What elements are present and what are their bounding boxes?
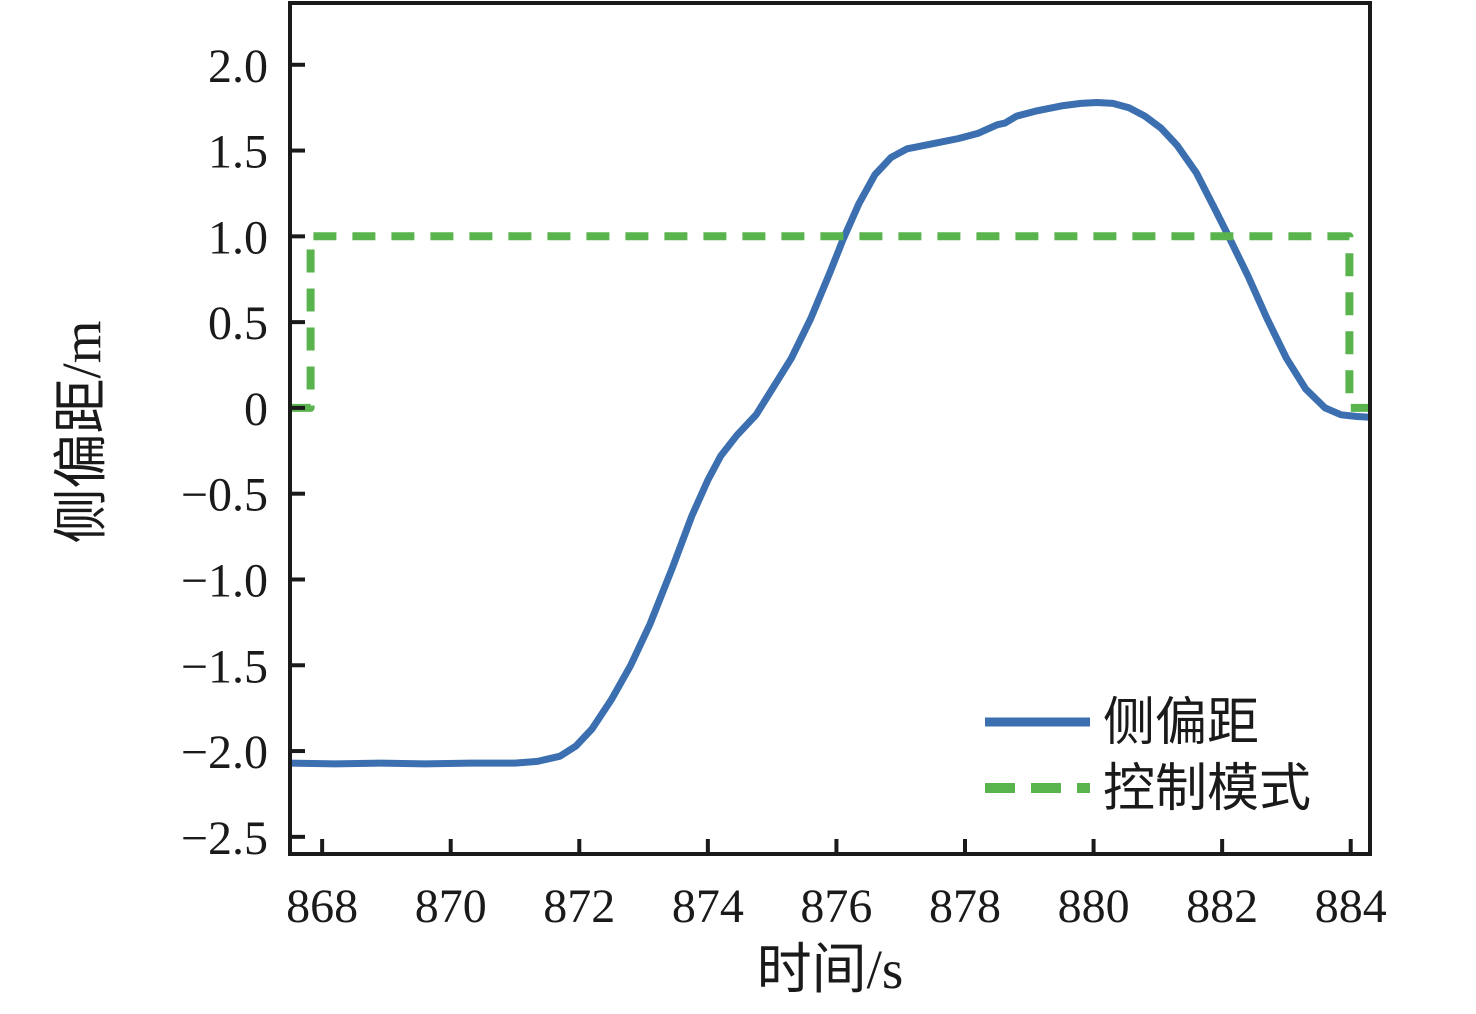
legend-label-1: 控制模式	[1103, 761, 1311, 818]
y-tick-label: 1.5	[208, 126, 268, 179]
y-tick-label: −1.5	[181, 640, 268, 693]
plot-frame	[288, 1, 1372, 856]
x-axis-label: 时间/s	[757, 939, 904, 1000]
y-tick-label: 0	[244, 383, 268, 436]
x-tick-label: 880	[1058, 880, 1130, 933]
y-tick-label: 2.0	[208, 40, 268, 93]
x-tick-label: 884	[1315, 880, 1387, 933]
series-line-1	[290, 232, 1370, 412]
y-tick-label: 1.0	[208, 211, 268, 264]
axes-layer: 868 870 872 874 876 878 880 882 884 2.0 1.5 1.0 0.5 0…	[181, 1, 1387, 933]
x-tick-label: 874	[672, 880, 744, 933]
x-tick-label: 868	[286, 880, 358, 933]
y-tick-label: −1.0	[181, 554, 268, 607]
series-layer	[289, 99, 1371, 768]
y-axis-label: 侧偏距/m	[51, 320, 112, 543]
x-tick-label: 876	[800, 880, 872, 933]
y-tick-label: −2.5	[181, 812, 268, 865]
x-tick-label: 882	[1186, 880, 1258, 933]
x-tick-label: 872	[543, 880, 615, 933]
y-tick-label: −2.0	[181, 726, 268, 779]
x-tick-label: 878	[929, 880, 1001, 933]
y-tick-label: −0.5	[181, 469, 268, 522]
series-line-0	[289, 99, 1371, 768]
x-tick-label: 870	[415, 880, 487, 933]
y-tick-label: 0.5	[208, 297, 268, 350]
legend-label-0: 侧偏距	[1103, 695, 1259, 752]
